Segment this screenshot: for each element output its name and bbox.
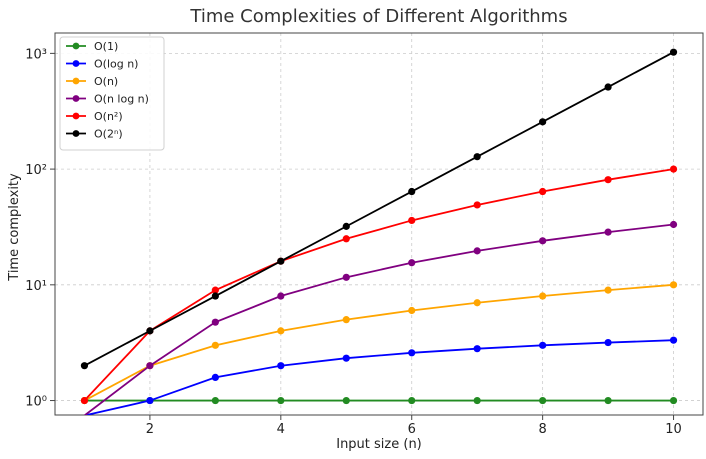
series-line	[84, 339, 674, 415]
y-tick-label: 10¹	[25, 279, 47, 294]
legend-box	[59, 36, 165, 151]
legend-item: O(n²)	[66, 110, 123, 123]
series-1	[84, 336, 678, 415]
data-point	[80, 396, 89, 405]
data-point	[539, 237, 547, 245]
legend-swatch-marker	[72, 112, 80, 120]
x-tick-label: 8	[538, 422, 546, 437]
legend-swatch-marker	[72, 130, 80, 137]
data-point	[408, 187, 416, 196]
data-point	[669, 396, 678, 405]
data-point	[80, 362, 89, 370]
data-point	[342, 354, 350, 362]
data-point	[342, 222, 350, 230]
data-point	[211, 373, 219, 381]
data-point	[473, 345, 481, 353]
data-point	[408, 259, 416, 267]
data-point	[342, 316, 350, 324]
legend-item: O(n)	[66, 75, 118, 88]
data-point	[211, 318, 219, 326]
legend-label: O(n²)	[94, 110, 123, 123]
data-point	[277, 362, 285, 370]
data-point	[539, 118, 547, 126]
data-point	[539, 187, 547, 196]
legend-label: O(log n)	[94, 58, 138, 71]
data-point	[342, 235, 350, 243]
series-line	[83, 223, 674, 415]
data-point	[669, 220, 678, 229]
data-point	[539, 292, 547, 300]
data-point	[473, 201, 481, 209]
legend-item: O(2ⁿ)	[66, 128, 123, 141]
data-point	[604, 338, 612, 347]
x-axis-title: Input size (n)	[336, 437, 422, 452]
legend-label: O(1)	[94, 40, 118, 53]
data-point	[211, 292, 219, 300]
series-line	[83, 168, 674, 402]
x-tick-label: 10	[665, 422, 682, 437]
x-tick-label: 6	[408, 422, 416, 437]
x-tick-label: 2	[146, 422, 154, 437]
y-tick-label: 10²	[25, 163, 47, 178]
series-3	[83, 220, 678, 415]
series-0	[80, 396, 678, 405]
legend-item: O(n log n)	[66, 93, 149, 106]
legend-label: O(n log n)	[94, 93, 149, 106]
data-point	[277, 396, 285, 405]
legend-item: O(1)	[66, 40, 118, 53]
legend-swatch-marker	[72, 42, 80, 50]
y-tick-label: 10⁰	[25, 395, 47, 410]
data-point	[277, 257, 285, 265]
x-tick-label: 4	[277, 422, 285, 437]
data-point	[604, 83, 612, 91]
data-point	[669, 336, 678, 344]
series-5	[80, 48, 678, 370]
legend-label: O(n)	[94, 75, 118, 88]
series-line	[84, 51, 674, 367]
data-point	[211, 341, 219, 349]
data-point	[408, 306, 416, 315]
data-point	[342, 273, 350, 281]
data-point	[539, 341, 547, 349]
legend-swatch-marker	[72, 95, 80, 102]
chart-title: Time Complexities of Different Algorithm…	[189, 6, 567, 27]
data-point	[473, 396, 481, 405]
data-point	[146, 396, 154, 405]
data-point	[408, 349, 416, 357]
data-point	[604, 228, 612, 236]
y-tick-label: 10³	[25, 47, 47, 62]
data-point	[539, 396, 547, 405]
tick-layer: 2 4 6 8 10 10⁰ 10¹ 10² 10³	[25, 47, 682, 437]
data-point	[669, 165, 678, 173]
legend-item: O(log n)	[66, 58, 138, 71]
data-point	[473, 153, 481, 161]
series-layer	[80, 48, 678, 415]
data-point	[473, 247, 481, 255]
data-point	[211, 396, 219, 405]
data-point	[277, 327, 285, 335]
data-point	[408, 216, 416, 225]
data-point	[342, 396, 350, 405]
series-line	[84, 283, 674, 402]
data-point	[146, 362, 154, 370]
data-point	[604, 176, 612, 184]
data-point	[211, 286, 219, 294]
legend-label: O(2ⁿ)	[94, 128, 123, 141]
data-point	[146, 327, 154, 335]
data-point	[604, 396, 612, 405]
y-axis-title: Time complexity	[7, 173, 22, 282]
data-point	[669, 48, 678, 56]
data-point	[669, 281, 678, 289]
legend-swatch-marker	[72, 60, 80, 67]
legend-swatch-marker	[72, 77, 80, 85]
data-point	[408, 396, 416, 405]
data-point	[473, 299, 481, 307]
legend: O(1) O(log n) O(n) O(n log n) O(n²) O(2ⁿ)	[59, 36, 165, 151]
data-point	[277, 292, 285, 300]
data-point	[604, 286, 612, 294]
plot-frame	[54, 32, 704, 416]
